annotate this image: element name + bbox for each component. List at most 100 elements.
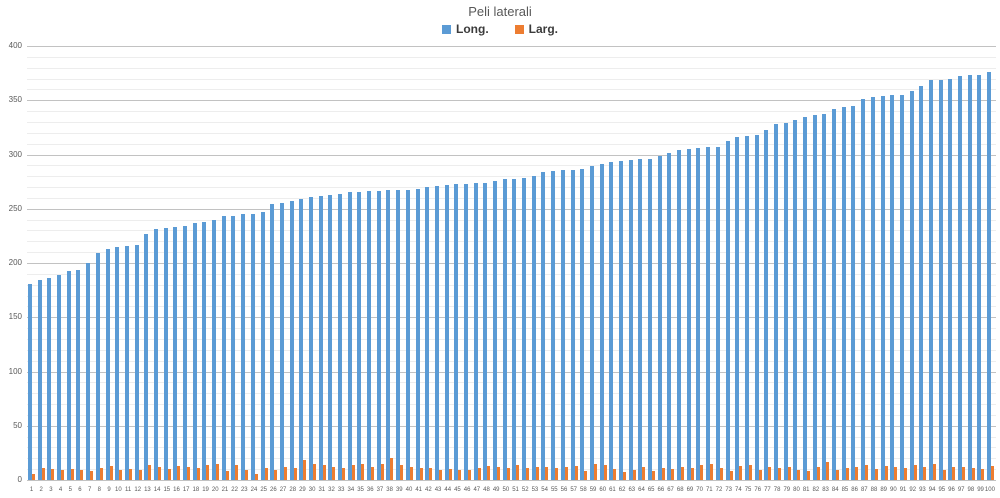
legend-label-larg: Larg.: [528, 22, 558, 36]
x-axis-tick-label: 40: [405, 487, 413, 493]
bar-group: 100: [985, 46, 996, 493]
bar-larg: [729, 471, 733, 480]
x-axis-tick-label: 72: [715, 487, 723, 493]
bar-long: [841, 106, 846, 480]
y-axis-tick-label: 250: [8, 203, 22, 213]
gridline: [27, 241, 996, 243]
bar-group: 20: [211, 46, 221, 493]
bar-larg: [981, 469, 985, 480]
x-axis-tick-label: 27: [279, 487, 287, 493]
bar-larg: [603, 464, 607, 480]
x-axis-tick-label: 35: [357, 487, 364, 493]
gridline: [27, 458, 996, 460]
bar-larg: [748, 464, 752, 480]
x-axis-tick-label: 63: [628, 487, 636, 493]
bar-larg: [797, 470, 801, 480]
bar-long: [851, 105, 856, 480]
bar-group: 71: [705, 46, 715, 493]
gridline: [27, 404, 996, 406]
bar-larg: [119, 470, 123, 480]
bar-larg: [642, 466, 646, 480]
x-axis-tick-label: 48: [483, 487, 490, 493]
bar-group: 32: [327, 46, 337, 493]
bar-group: 64: [637, 46, 647, 493]
gridline: [27, 317, 996, 319]
bar-larg: [138, 470, 142, 480]
bar-long: [706, 146, 711, 480]
bar-group: 18: [192, 46, 202, 493]
gridline: [27, 393, 996, 395]
bar-larg: [99, 468, 103, 480]
x-axis-tick-label: 93: [919, 487, 926, 493]
bar-larg: [438, 470, 442, 480]
bar-larg: [206, 464, 210, 480]
bar-larg: [865, 464, 869, 480]
bar-larg: [903, 468, 907, 480]
bar-group: 27: [279, 46, 289, 493]
gridline: [27, 447, 996, 449]
x-axis-tick-label: 85: [841, 487, 849, 493]
x-axis-tick-label: 29: [299, 487, 306, 493]
bar-larg: [274, 470, 278, 480]
bar-group: 5: [66, 46, 76, 493]
bar-group: 97: [957, 46, 967, 493]
bar-group: 75: [744, 46, 754, 493]
x-axis-tick-label: 90: [890, 487, 897, 493]
bar-group: 4: [56, 46, 66, 493]
bar-long: [328, 194, 333, 480]
bar-larg: [196, 468, 200, 480]
bar-larg: [41, 468, 45, 480]
x-axis-tick-label: 14: [153, 487, 161, 493]
bar-long: [367, 191, 372, 480]
bar-group: 10: [114, 46, 124, 493]
bar-long: [415, 189, 420, 480]
bar-long: [502, 179, 507, 480]
gridline: [27, 425, 996, 427]
x-axis-tick-label: 19: [202, 487, 209, 493]
x-axis-tick-label: 20: [211, 487, 219, 493]
bar-group: 22: [230, 46, 240, 493]
bar-long: [609, 162, 614, 480]
x-axis-tick-label: 28: [289, 487, 297, 493]
bar-long: [560, 169, 565, 480]
gridline: [27, 165, 996, 167]
bar-larg: [216, 463, 220, 480]
x-axis-tick-label: 76: [754, 487, 762, 493]
x-axis-tick-label: 82: [812, 487, 820, 493]
bar-group: 37: [376, 46, 386, 493]
bar-long: [425, 187, 430, 480]
bar-group: 42: [424, 46, 434, 493]
y-axis-tick-label: 300: [8, 149, 22, 159]
bar-group: 33: [337, 46, 347, 493]
bar-larg: [932, 463, 936, 480]
bar-group: 38: [385, 46, 395, 493]
bar-larg: [283, 466, 287, 480]
bar-group: 99: [976, 46, 986, 493]
x-axis-tick-label: 68: [676, 487, 684, 493]
bar-group: 73: [725, 46, 735, 493]
bar-larg: [690, 468, 694, 480]
bar-larg: [497, 466, 500, 480]
bar-larg: [836, 470, 840, 480]
bar-long: [463, 183, 468, 480]
bar-larg: [187, 466, 190, 480]
bar-long: [493, 180, 497, 480]
x-axis-tick-label: 88: [870, 487, 878, 493]
bar-larg: [855, 466, 859, 480]
bar-larg: [681, 466, 685, 480]
bar-long: [124, 245, 129, 480]
x-axis-tick-label: 75: [744, 487, 752, 493]
x-axis-tick-label: 42: [425, 487, 432, 493]
x-axis-tick-label: 54: [541, 487, 548, 493]
x-axis-tick-label: 36: [366, 487, 374, 493]
bar-larg: [652, 471, 655, 480]
bar-long: [725, 141, 730, 480]
legend-item-long: Long.: [442, 22, 489, 36]
bar-long: [434, 185, 439, 480]
bar-long: [473, 182, 478, 480]
bar-group: 28: [289, 46, 299, 493]
bar-group: 26: [269, 46, 279, 493]
bar-larg: [700, 464, 704, 480]
x-axis-tick-label: 84: [831, 487, 839, 493]
bar-long: [483, 182, 488, 480]
